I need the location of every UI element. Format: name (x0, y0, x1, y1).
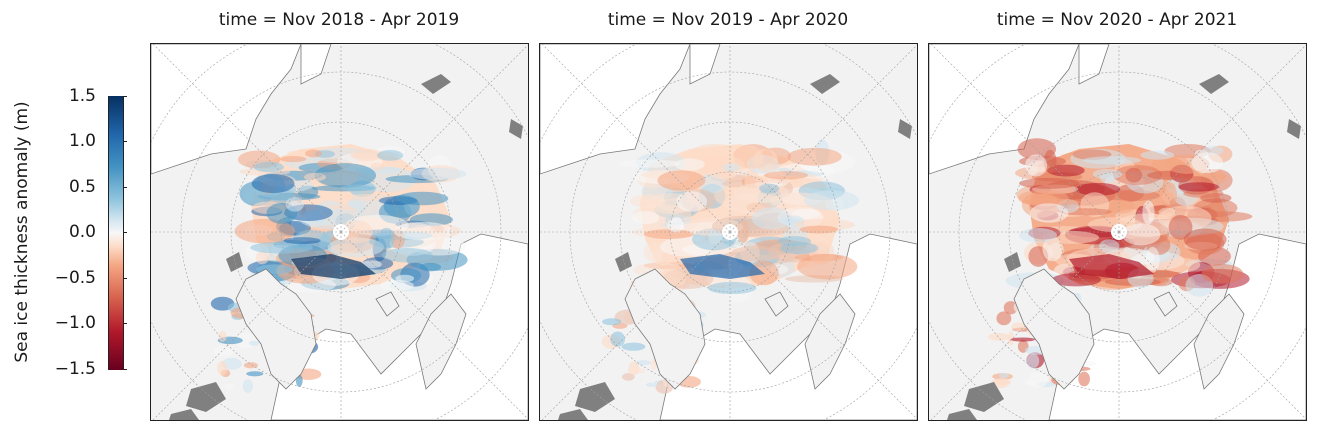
colorbar-tick-mark (123, 96, 127, 97)
colorbar-tick: 0.0 (68, 222, 96, 242)
colorbar-tick-mark (123, 232, 127, 233)
colorbar-tick-mark (123, 278, 127, 279)
polar-map (540, 44, 917, 420)
colorbar-tick-mark (123, 323, 127, 324)
panel-title: time = Nov 2020 - Apr 2021 (996, 10, 1238, 30)
map-panel-2 (539, 43, 918, 421)
colorbar-tick: 1.5 (68, 86, 96, 106)
polar-map (151, 44, 528, 420)
panel-title: time = Nov 2019 - Apr 2020 (607, 10, 849, 30)
colorbar-label: Sea ice thickness anomaly (m) (12, 101, 32, 363)
colorbar: Sea ice thickness anomaly (m) 1.5 1.0 0.… (0, 0, 150, 434)
polar-map (929, 44, 1306, 420)
colorbar-tick: 0.5 (68, 177, 96, 197)
panel-title: time = Nov 2018 - Apr 2019 (218, 10, 460, 30)
colorbar-tick-mark (123, 187, 127, 188)
colorbar-tick: −0.5 (54, 268, 96, 288)
map-panel-1 (150, 43, 529, 421)
map-panel-3 (928, 43, 1307, 421)
colorbar-tick: −1.0 (54, 313, 96, 333)
sea-ice-anomaly-field (601, 139, 860, 394)
colorbar-tick: −1.5 (54, 359, 96, 379)
colorbar-tick: 1.0 (68, 131, 96, 151)
colorbar-gradient (108, 96, 124, 370)
colorbar-tick-mark (123, 369, 127, 370)
colorbar-tick-mark (123, 141, 127, 142)
